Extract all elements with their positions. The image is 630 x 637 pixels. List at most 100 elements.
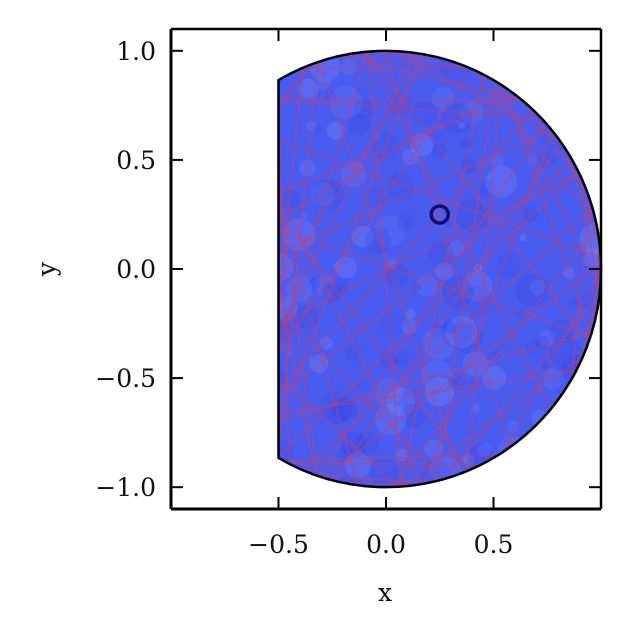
texture-blob: [234, 216, 250, 232]
texture-blob: [185, 233, 191, 239]
texture-blob: [174, 127, 201, 154]
texture-blob: [232, 224, 246, 238]
y-axis-ticks: −1.0 −0.5 0.0 0.5 1.0: [95, 37, 601, 502]
texture-blob: [460, 158, 476, 174]
texture-blob: [498, 435, 528, 465]
texture-blob: [462, 286, 494, 318]
texture-blob: [215, 94, 234, 113]
texture-blob: [533, 67, 552, 85]
texture-blob: [441, 102, 473, 134]
trajectory-segment: [278, 98, 524, 102]
trajectory-segment: [278, 190, 319, 476]
texture-blob: [512, 455, 538, 481]
texture-blob: [236, 296, 267, 327]
texture-blob: [344, 452, 372, 479]
texture-blob: [431, 143, 447, 160]
texture-blob: [177, 104, 203, 130]
texture-blob: [295, 305, 319, 330]
texture-blob: [205, 52, 214, 61]
texture-blob: [533, 81, 564, 112]
texture-blob: [344, 343, 362, 361]
trajectory-segment: [399, 74, 485, 487]
texture-blob: [201, 324, 220, 343]
trajectory-segment: [278, 128, 552, 255]
texture-blob: [190, 369, 208, 387]
y-axis-label: y: [32, 261, 61, 277]
trajectory-segment: [472, 69, 597, 222]
texture-blob: [278, 369, 287, 387]
texture-blob: [369, 456, 400, 487]
texture-blob: [448, 240, 465, 257]
texture-blob: [352, 225, 374, 248]
y-tick-label: 0.0: [116, 255, 156, 284]
trajectory-segment: [278, 172, 580, 326]
trajectory-segment: [504, 87, 592, 336]
texture-blob: [347, 113, 371, 136]
trajectory-segment: [278, 61, 319, 451]
texture-blob: [573, 452, 594, 473]
texture-blob: [455, 497, 461, 503]
texture-blob: [268, 342, 276, 350]
x-tick-label: 0.0: [366, 530, 406, 559]
texture-blob: [240, 126, 256, 142]
texture-blob: [425, 377, 455, 407]
plot-area: [169, 18, 603, 519]
texture-blob: [307, 277, 321, 291]
texture-blob: [256, 322, 274, 340]
texture-blob: [176, 231, 199, 254]
trajectory-segment: [278, 188, 423, 485]
texture-blob: [233, 122, 248, 137]
texture-blob: [384, 263, 409, 288]
texture-blob: [231, 131, 248, 148]
texture-blob: [355, 88, 362, 95]
y-tick-label: 1.0: [116, 37, 156, 66]
texture-blob: [369, 497, 387, 515]
texture-blob: [552, 82, 559, 89]
texture-blob: [567, 113, 600, 146]
texture-blob: [529, 279, 546, 295]
x-tick-label: 0.5: [474, 530, 514, 559]
texture-blob: [568, 439, 583, 454]
trajectory-segment: [315, 474, 430, 484]
texture-blob: [568, 297, 581, 309]
texture-blob: [458, 327, 472, 341]
texture-blob: [528, 492, 555, 519]
texture-blob: [169, 294, 193, 318]
texture-blob: [226, 82, 233, 89]
texture-blob: [521, 206, 538, 223]
texture-blob: [442, 320, 458, 336]
trajectory-segment: [278, 99, 541, 119]
texture-blob: [485, 166, 518, 198]
trajectory-segment: [340, 481, 416, 486]
texture-blob: [445, 316, 478, 349]
trajectory-segment: [318, 121, 546, 477]
texture-blob: [431, 324, 444, 338]
texture-blob: [428, 130, 442, 144]
texture-blob: [573, 402, 596, 425]
texture-blob: [477, 443, 492, 458]
texture-blob: [311, 352, 321, 362]
trajectory-segment: [278, 307, 444, 481]
texture-blob: [420, 18, 447, 45]
texture-blob: [576, 90, 601, 115]
texture-blob: [232, 54, 256, 78]
texture-blob: [525, 340, 541, 356]
trajectory-segment: [323, 263, 601, 479]
trajectory-lines: [278, 50, 601, 488]
texture-blob: [495, 252, 522, 278]
texture-blob: [405, 309, 416, 320]
texture-blob: [552, 438, 583, 469]
texture-blob: [176, 339, 195, 358]
trajectory-segment: [368, 51, 403, 487]
texture-blob: [256, 52, 264, 60]
texture-blob: [227, 207, 241, 221]
trajectory-segment: [334, 141, 562, 482]
texture-blob: [356, 379, 370, 393]
texture-blob: [181, 123, 214, 156]
trajectory-segment: [278, 54, 431, 281]
texture-blob: [393, 350, 409, 366]
texture-blob: [555, 431, 571, 447]
texture-blob: [177, 426, 190, 439]
trajectory-segment: [364, 51, 552, 410]
